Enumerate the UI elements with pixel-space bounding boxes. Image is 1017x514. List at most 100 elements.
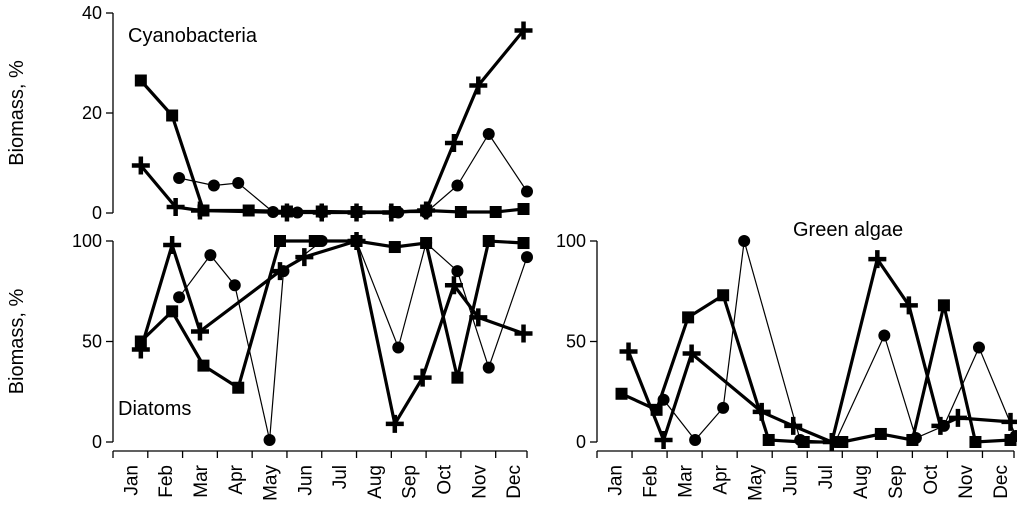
data-point-square (273, 235, 286, 247)
data-point-square (717, 289, 730, 302)
data-point-plus (190, 322, 209, 341)
data-point-circle (521, 185, 533, 198)
x-tick-label: Jun (295, 465, 316, 496)
data-point-square (197, 359, 210, 372)
x-tick-label: Aug (851, 465, 872, 499)
data-point-circle (1009, 429, 1017, 442)
data-point-square (682, 311, 695, 324)
data-point-plus (948, 408, 967, 427)
data-point-circle (232, 177, 245, 189)
data-point-plus (868, 250, 887, 269)
data-point-circle (909, 431, 922, 444)
data-point-circle (173, 172, 186, 184)
data-point-square (517, 203, 530, 215)
y-tick-label: 50 (566, 332, 586, 352)
data-point-circle (392, 341, 405, 354)
y-axis-label: Biomass, % (6, 288, 28, 394)
x-tick-label: Sep (400, 465, 421, 499)
data-point-plus (899, 296, 918, 315)
data-point-square (517, 237, 530, 250)
cyanobacteria-panel: 0 20 40 Biomass, % Cyanobacteria (6, 3, 533, 223)
y-tick-label: 100 (556, 231, 586, 251)
data-point-plus (514, 21, 533, 40)
y-tick-label: 0 (576, 432, 586, 452)
data-point-circle (738, 235, 751, 247)
data-point-square (969, 436, 982, 448)
data-point-circle (521, 251, 533, 264)
data-point-circle (482, 128, 495, 140)
data-point-square (166, 305, 179, 318)
data-point-circle (717, 401, 730, 414)
data-point-circle (291, 206, 304, 219)
y-tick-label: 0 (92, 203, 102, 223)
x-tick-label: Feb (641, 465, 662, 498)
data-point-square (454, 206, 467, 218)
x-tick-label: Feb (156, 465, 177, 498)
data-point-square (134, 74, 147, 87)
data-point-circle (972, 341, 985, 354)
data-point-plus (444, 276, 463, 295)
data-point-circle (173, 291, 186, 304)
series-line-circle (178, 240, 528, 441)
series-line-circle (178, 132, 528, 214)
panel-title: Diatoms (118, 398, 191, 420)
series-line-square (139, 79, 524, 214)
x-tick-label: May (746, 465, 767, 501)
x-tick-label: Sep (886, 465, 907, 499)
panel-title: Green algae (793, 219, 903, 241)
x-tick-label: Nov (469, 465, 490, 499)
data-point-square (937, 299, 950, 312)
x-tick-label: Mar (191, 464, 212, 497)
data-point-plus (163, 236, 182, 255)
series-line-plus (139, 29, 525, 215)
data-point-circle (794, 433, 807, 446)
data-point-circle (657, 393, 670, 406)
data-point-plus (385, 414, 404, 433)
data-point-circle (420, 237, 433, 250)
x-tick-label: Jan (606, 465, 627, 496)
data-point-circle (350, 206, 363, 219)
data-point-plus (752, 402, 771, 421)
data-point-circle (392, 206, 405, 219)
data-point-circle (315, 206, 328, 219)
data-point-square (166, 109, 179, 122)
x-tick-label: Aug (365, 465, 386, 499)
y-tick-label: 20 (82, 103, 102, 123)
data-point-circle (482, 361, 495, 374)
panel-title: Cyanobacteria (128, 25, 258, 47)
data-point-plus (413, 368, 432, 387)
y-tick-label: 40 (82, 3, 102, 23)
data-point-circle (204, 249, 217, 262)
data-point-plus (784, 416, 803, 435)
data-point-plus (619, 342, 638, 361)
data-point-circle (420, 206, 433, 219)
y-tick-label: 0 (92, 432, 102, 452)
data-point-square (232, 381, 245, 394)
x-tick-label: Oct (921, 464, 942, 494)
data-point-plus (295, 248, 314, 267)
data-point-plus (514, 324, 533, 343)
data-point-plus (190, 201, 209, 220)
y-tick-label: 50 (82, 332, 102, 352)
x-tick-label: May (261, 465, 282, 501)
data-point-plus (682, 344, 701, 363)
data-point-circle (451, 265, 464, 278)
data-point-plus (131, 340, 150, 359)
y-axis-label: Biomass, % (6, 60, 28, 166)
x-tick-label: Nov (956, 465, 977, 499)
data-point-square (489, 206, 502, 218)
x-tick-label: Apr (226, 464, 247, 494)
data-point-plus (654, 430, 673, 449)
data-point-circle (937, 419, 950, 432)
data-point-circle (350, 235, 363, 247)
data-point-square (451, 371, 464, 384)
data-point-square (388, 241, 401, 254)
data-point-plus (166, 198, 185, 216)
x-tick-label: Dec (504, 465, 525, 499)
data-point-plus (131, 156, 150, 175)
data-point-circle (689, 433, 702, 446)
data-point-plus (1001, 412, 1017, 431)
x-tick-label: Oct (435, 464, 456, 494)
diatoms-panel: 0 50 100 Biomass, % Jan Feb Mar Apr May Jun Jul Aug… (6, 231, 533, 501)
